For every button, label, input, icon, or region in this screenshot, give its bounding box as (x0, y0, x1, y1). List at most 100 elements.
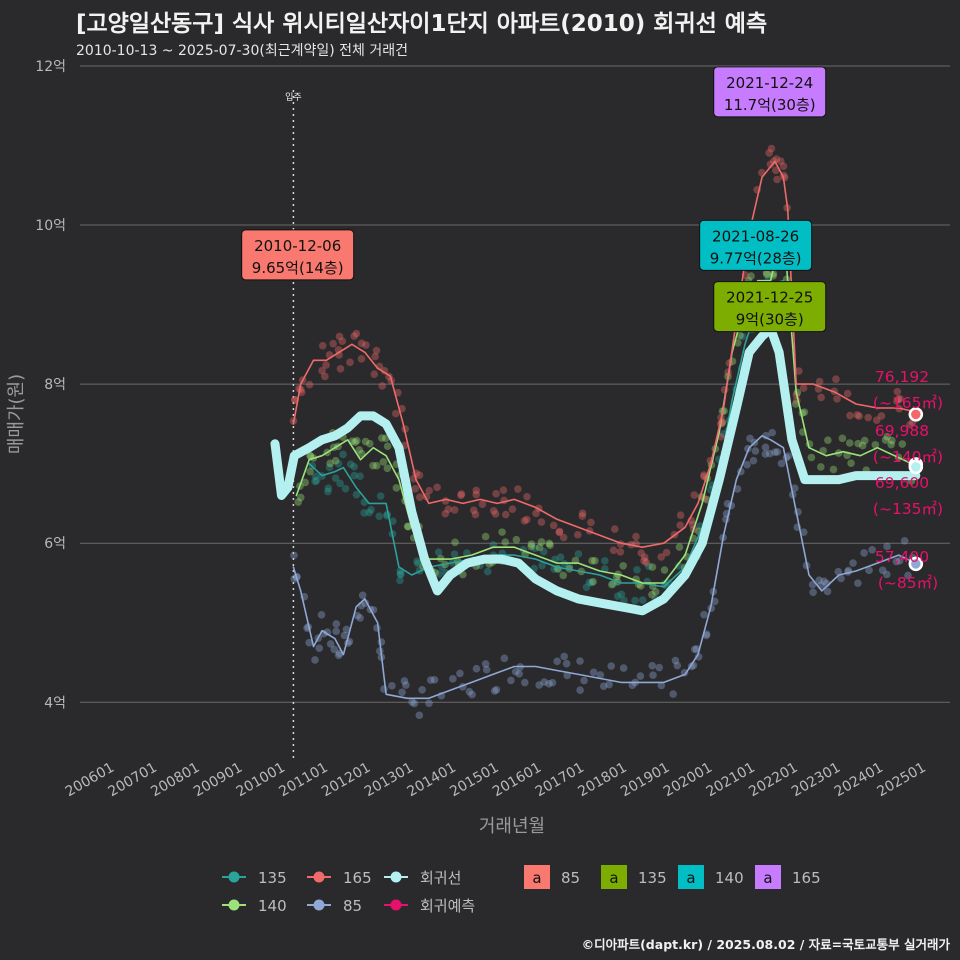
data-point-85 (418, 686, 426, 694)
data-point-140 (675, 543, 684, 551)
legend-box-85 (524, 865, 550, 889)
data-point-85 (515, 669, 523, 678)
data-point-85 (356, 614, 364, 622)
legend-dot (390, 899, 402, 911)
scatter-points (289, 144, 917, 720)
data-point-85 (743, 460, 751, 469)
data-point-135 (312, 476, 321, 485)
data-point-135 (397, 570, 405, 579)
data-point-85 (596, 671, 605, 679)
data-point-135 (434, 570, 443, 578)
data-point-85 (900, 536, 909, 545)
data-point-165 (864, 413, 872, 422)
data-point-140 (403, 522, 412, 531)
data-point-165 (893, 397, 901, 405)
data-point-85 (468, 690, 476, 699)
data-point-135 (633, 565, 641, 574)
data-point-135 (556, 553, 565, 561)
data-point-165 (815, 377, 824, 386)
legend-box-165 (755, 865, 781, 889)
data-point-85 (690, 645, 699, 654)
legend-label-135: 135 (258, 869, 287, 887)
data-point-85 (400, 677, 409, 685)
data-point-140 (762, 268, 771, 277)
annotation-value: 9억(30층) (736, 311, 804, 329)
data-point-165 (371, 352, 379, 361)
data-point-140 (306, 467, 314, 476)
data-point-85 (883, 542, 891, 551)
legend-dot (313, 899, 325, 911)
data-point-165 (773, 175, 781, 184)
data-point-140 (747, 272, 755, 280)
data-point-85 (883, 570, 891, 579)
data-point-165 (378, 382, 387, 390)
footer-credit: ©디아파트(dapt.kr) / 2025.08.02 / 자료=국토교통부 실… (581, 937, 950, 952)
data-point-135 (389, 517, 397, 525)
data-point-85 (330, 645, 339, 654)
data-point-165 (336, 364, 345, 373)
y-tick-label: 10억 (35, 218, 66, 234)
data-point-85 (723, 499, 732, 508)
data-point-85 (472, 664, 481, 673)
data-point-85 (820, 577, 828, 586)
data-point-85 (834, 567, 843, 576)
data-point-165 (370, 370, 379, 379)
data-point-85 (449, 675, 457, 683)
data-point-85 (535, 681, 543, 689)
data-point-140 (361, 437, 370, 446)
data-point-85 (751, 447, 760, 455)
data-point-140 (537, 538, 546, 546)
data-point-140 (608, 580, 616, 589)
data-point-165 (433, 483, 441, 492)
data-point-165 (322, 361, 330, 369)
data-point-165 (843, 389, 852, 398)
legend-box-glyph: a (763, 869, 772, 887)
data-point-140 (898, 440, 907, 448)
data-point-165 (305, 380, 314, 389)
data-point-135 (350, 471, 359, 480)
data-point-140 (817, 463, 825, 471)
data-point-85 (761, 443, 770, 452)
data-point-85 (777, 459, 786, 468)
data-point-85 (317, 611, 326, 619)
data-point-85 (373, 624, 381, 632)
data-point-165 (372, 346, 381, 355)
data-point-135 (585, 578, 594, 587)
data-point-85 (854, 579, 862, 587)
data-point-85 (700, 610, 708, 619)
data-point-135 (396, 576, 404, 585)
data-point-135 (601, 557, 609, 565)
data-point-135 (483, 567, 492, 576)
data-point-140 (871, 441, 880, 449)
data-point-165 (469, 506, 478, 515)
data-point-85 (673, 661, 682, 670)
data-point-165 (357, 355, 366, 363)
data-point-135 (565, 562, 574, 570)
data-point-165 (676, 511, 685, 519)
legend-label-140: 140 (258, 897, 287, 915)
annotation-value: 9.65억(14층) (252, 259, 344, 277)
annotation-date: 2021-12-24 (726, 74, 813, 92)
data-point-85 (589, 668, 598, 677)
legend-box-label: 165 (792, 869, 821, 887)
data-point-135 (738, 332, 747, 341)
data-point-85 (702, 631, 711, 640)
data-point-85 (521, 678, 529, 687)
data-point-135 (613, 592, 622, 601)
data-point-140 (888, 436, 896, 445)
data-point-135 (609, 579, 618, 588)
data-point-85 (765, 449, 774, 458)
data-point-85 (749, 456, 758, 465)
data-point-85 (619, 664, 628, 672)
data-point-85 (376, 647, 384, 655)
data-point-140 (306, 451, 315, 460)
data-point-85 (456, 669, 464, 678)
data-point-165 (642, 558, 651, 567)
data-point-135 (356, 472, 364, 481)
data-point-85 (398, 688, 406, 697)
data-point-140 (883, 432, 891, 441)
data-point-165 (508, 505, 517, 514)
data-point-165 (853, 411, 862, 419)
data-point-135 (376, 492, 385, 500)
data-point-165 (676, 521, 684, 529)
